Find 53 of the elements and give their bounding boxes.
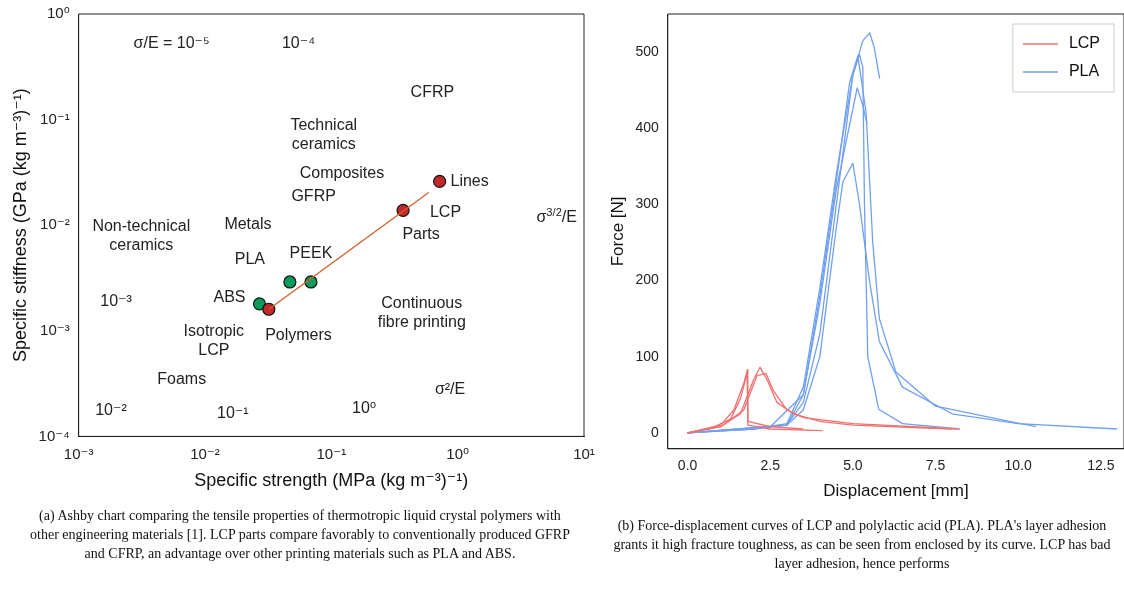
annotation: Parts bbox=[402, 224, 440, 242]
annotation: ABS bbox=[213, 288, 246, 306]
text: (b) Force-displacement curves of LCP and polylactic acid (PLA). PLA's layer adhesion grants it high fracture toughness, as can be seen from enclosed by its curve. LCP has bad layer adhesion, hence performs bbox=[612, 517, 1112, 573]
x-tick-label: 2.5 bbox=[760, 457, 781, 474]
y-axis-title: Force [N] bbox=[607, 196, 627, 267]
y-tick-label: 10⁻¹ bbox=[40, 109, 70, 127]
y-tick-label: 100 bbox=[635, 347, 659, 364]
x-tick-label: 10¹ bbox=[573, 444, 595, 462]
annotation: Continuous fibre printing bbox=[377, 294, 466, 331]
annotation: Lines bbox=[450, 171, 489, 189]
x-tick-label: 10.0 bbox=[1004, 457, 1033, 474]
x-tick-label: 5.0 bbox=[843, 457, 863, 474]
x-axis-title: Specific strength (MPa (kg m⁻³)⁻¹) bbox=[194, 470, 469, 491]
y-tick-label: 200 bbox=[635, 271, 659, 288]
legend-label: PLA bbox=[1068, 62, 1100, 80]
annotation: Polymers bbox=[265, 325, 332, 343]
annotation: 10⁻¹ bbox=[216, 404, 249, 421]
annotation: CFRP bbox=[410, 83, 455, 101]
annotation: Non-technical ceramics bbox=[92, 216, 191, 253]
y-tick-label: 10⁰ bbox=[46, 4, 70, 22]
annotation: GFRP bbox=[291, 187, 336, 205]
x-tick-label: 10⁻¹ bbox=[316, 444, 347, 462]
x-tick-label: 10⁻³ bbox=[63, 444, 94, 462]
y-tick-label: 0 bbox=[650, 423, 659, 440]
annotation: Composites bbox=[299, 163, 385, 181]
annotation: σ/E = 10⁻⁵ bbox=[133, 34, 210, 52]
annotation: Metals bbox=[224, 214, 272, 232]
annotation: PEEK bbox=[289, 244, 333, 262]
annotation: PLA bbox=[234, 250, 266, 268]
annotation: σ²/E bbox=[434, 379, 466, 397]
text: (a) Ashby chart comparing the tensile properties of thermotropic liquid crystal polymers with other engineering materials [1]. LCP parts compare favorably to conventionally produced GFRP and CFRP, an advantage over other printing materials such as PLA and ABS. bbox=[30, 507, 570, 563]
y-tick-label: 500 bbox=[635, 42, 659, 59]
x-axis-title: Displacement [mm] bbox=[823, 481, 969, 501]
annotation: 10⁻⁴ bbox=[281, 34, 316, 52]
x-tick-label: 10⁰ bbox=[446, 444, 470, 462]
legend-label: LCP bbox=[1068, 34, 1100, 52]
annotation: LCP bbox=[429, 202, 462, 220]
y-axis-title: Specific stiffness (GPa (kg m⁻³)⁻¹) bbox=[9, 88, 30, 363]
y-tick-label: 400 bbox=[635, 119, 659, 136]
x-tick-label: 10⁻² bbox=[190, 444, 220, 462]
y-tick-label: 10⁻⁴ bbox=[38, 426, 70, 444]
x-tick-label: 12.5 bbox=[1087, 457, 1115, 474]
annotation: 10⁻² bbox=[95, 400, 128, 418]
x-tick-label: 7.5 bbox=[925, 457, 946, 474]
annotation: Isotropic LCP bbox=[183, 322, 245, 359]
annotation: Technical ceramics bbox=[290, 115, 358, 152]
y-tick-label: 10⁻³ bbox=[40, 320, 70, 338]
annotation: 10⁰ bbox=[352, 398, 377, 416]
y-tick-label: 300 bbox=[635, 195, 659, 212]
annotation: Foams bbox=[157, 369, 207, 387]
y-tick-label: 10⁻² bbox=[40, 215, 70, 233]
annotation: 10⁻³ bbox=[100, 291, 133, 309]
x-tick-label: 0.0 bbox=[677, 457, 698, 474]
